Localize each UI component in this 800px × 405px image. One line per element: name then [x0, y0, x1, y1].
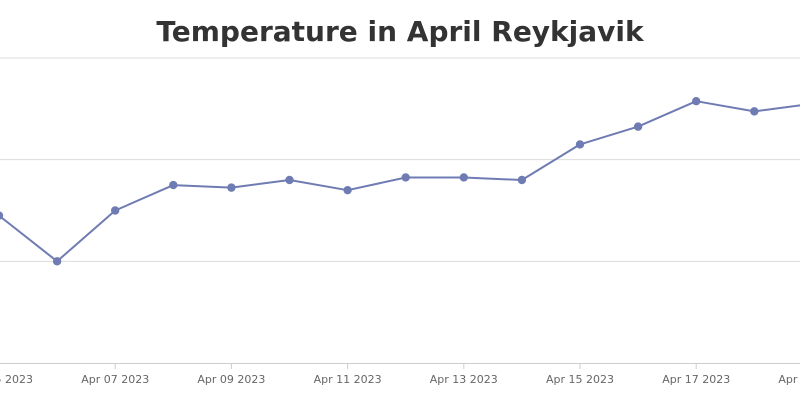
- x-tick-label: Apr 19 2023: [778, 373, 800, 386]
- x-tick-label: Apr 13 2023: [430, 373, 498, 386]
- data-point[interactable]: [692, 97, 701, 106]
- data-point[interactable]: [52, 257, 62, 266]
- data-point[interactable]: [0, 211, 4, 220]
- series-line: [0, 100, 800, 263]
- data-point[interactable]: [459, 173, 468, 182]
- x-tick-label: Apr 15 2023: [546, 373, 614, 386]
- data-point[interactable]: [169, 180, 178, 190]
- x-tick-label: Apr 07 2023: [81, 373, 149, 386]
- data-point[interactable]: [517, 175, 527, 185]
- data-point[interactable]: [285, 175, 294, 185]
- x-tick-label: Apr 05 2023: [0, 373, 33, 386]
- x-tick-label: Apr 11 2023: [314, 373, 382, 386]
- data-point[interactable]: [227, 183, 236, 192]
- data-point[interactable]: [750, 107, 759, 116]
- gridlines: [0, 57, 800, 262]
- chart-title: Temperature in April Reykjavik: [156, 15, 645, 48]
- x-axis: Apr 05 2023 Apr 07 2023 Apr 09 2023 Apr 11 …: [0, 363, 800, 386]
- data-point[interactable]: [343, 185, 352, 195]
- x-tick-label: Apr 09 2023: [197, 373, 265, 386]
- series-layer: [0, 97, 800, 266]
- data-point[interactable]: [401, 173, 410, 182]
- data-point[interactable]: [575, 140, 585, 149]
- data-point[interactable]: [633, 122, 643, 131]
- x-tick-label: Apr 17 2023: [662, 373, 730, 386]
- data-point[interactable]: [111, 206, 120, 215]
